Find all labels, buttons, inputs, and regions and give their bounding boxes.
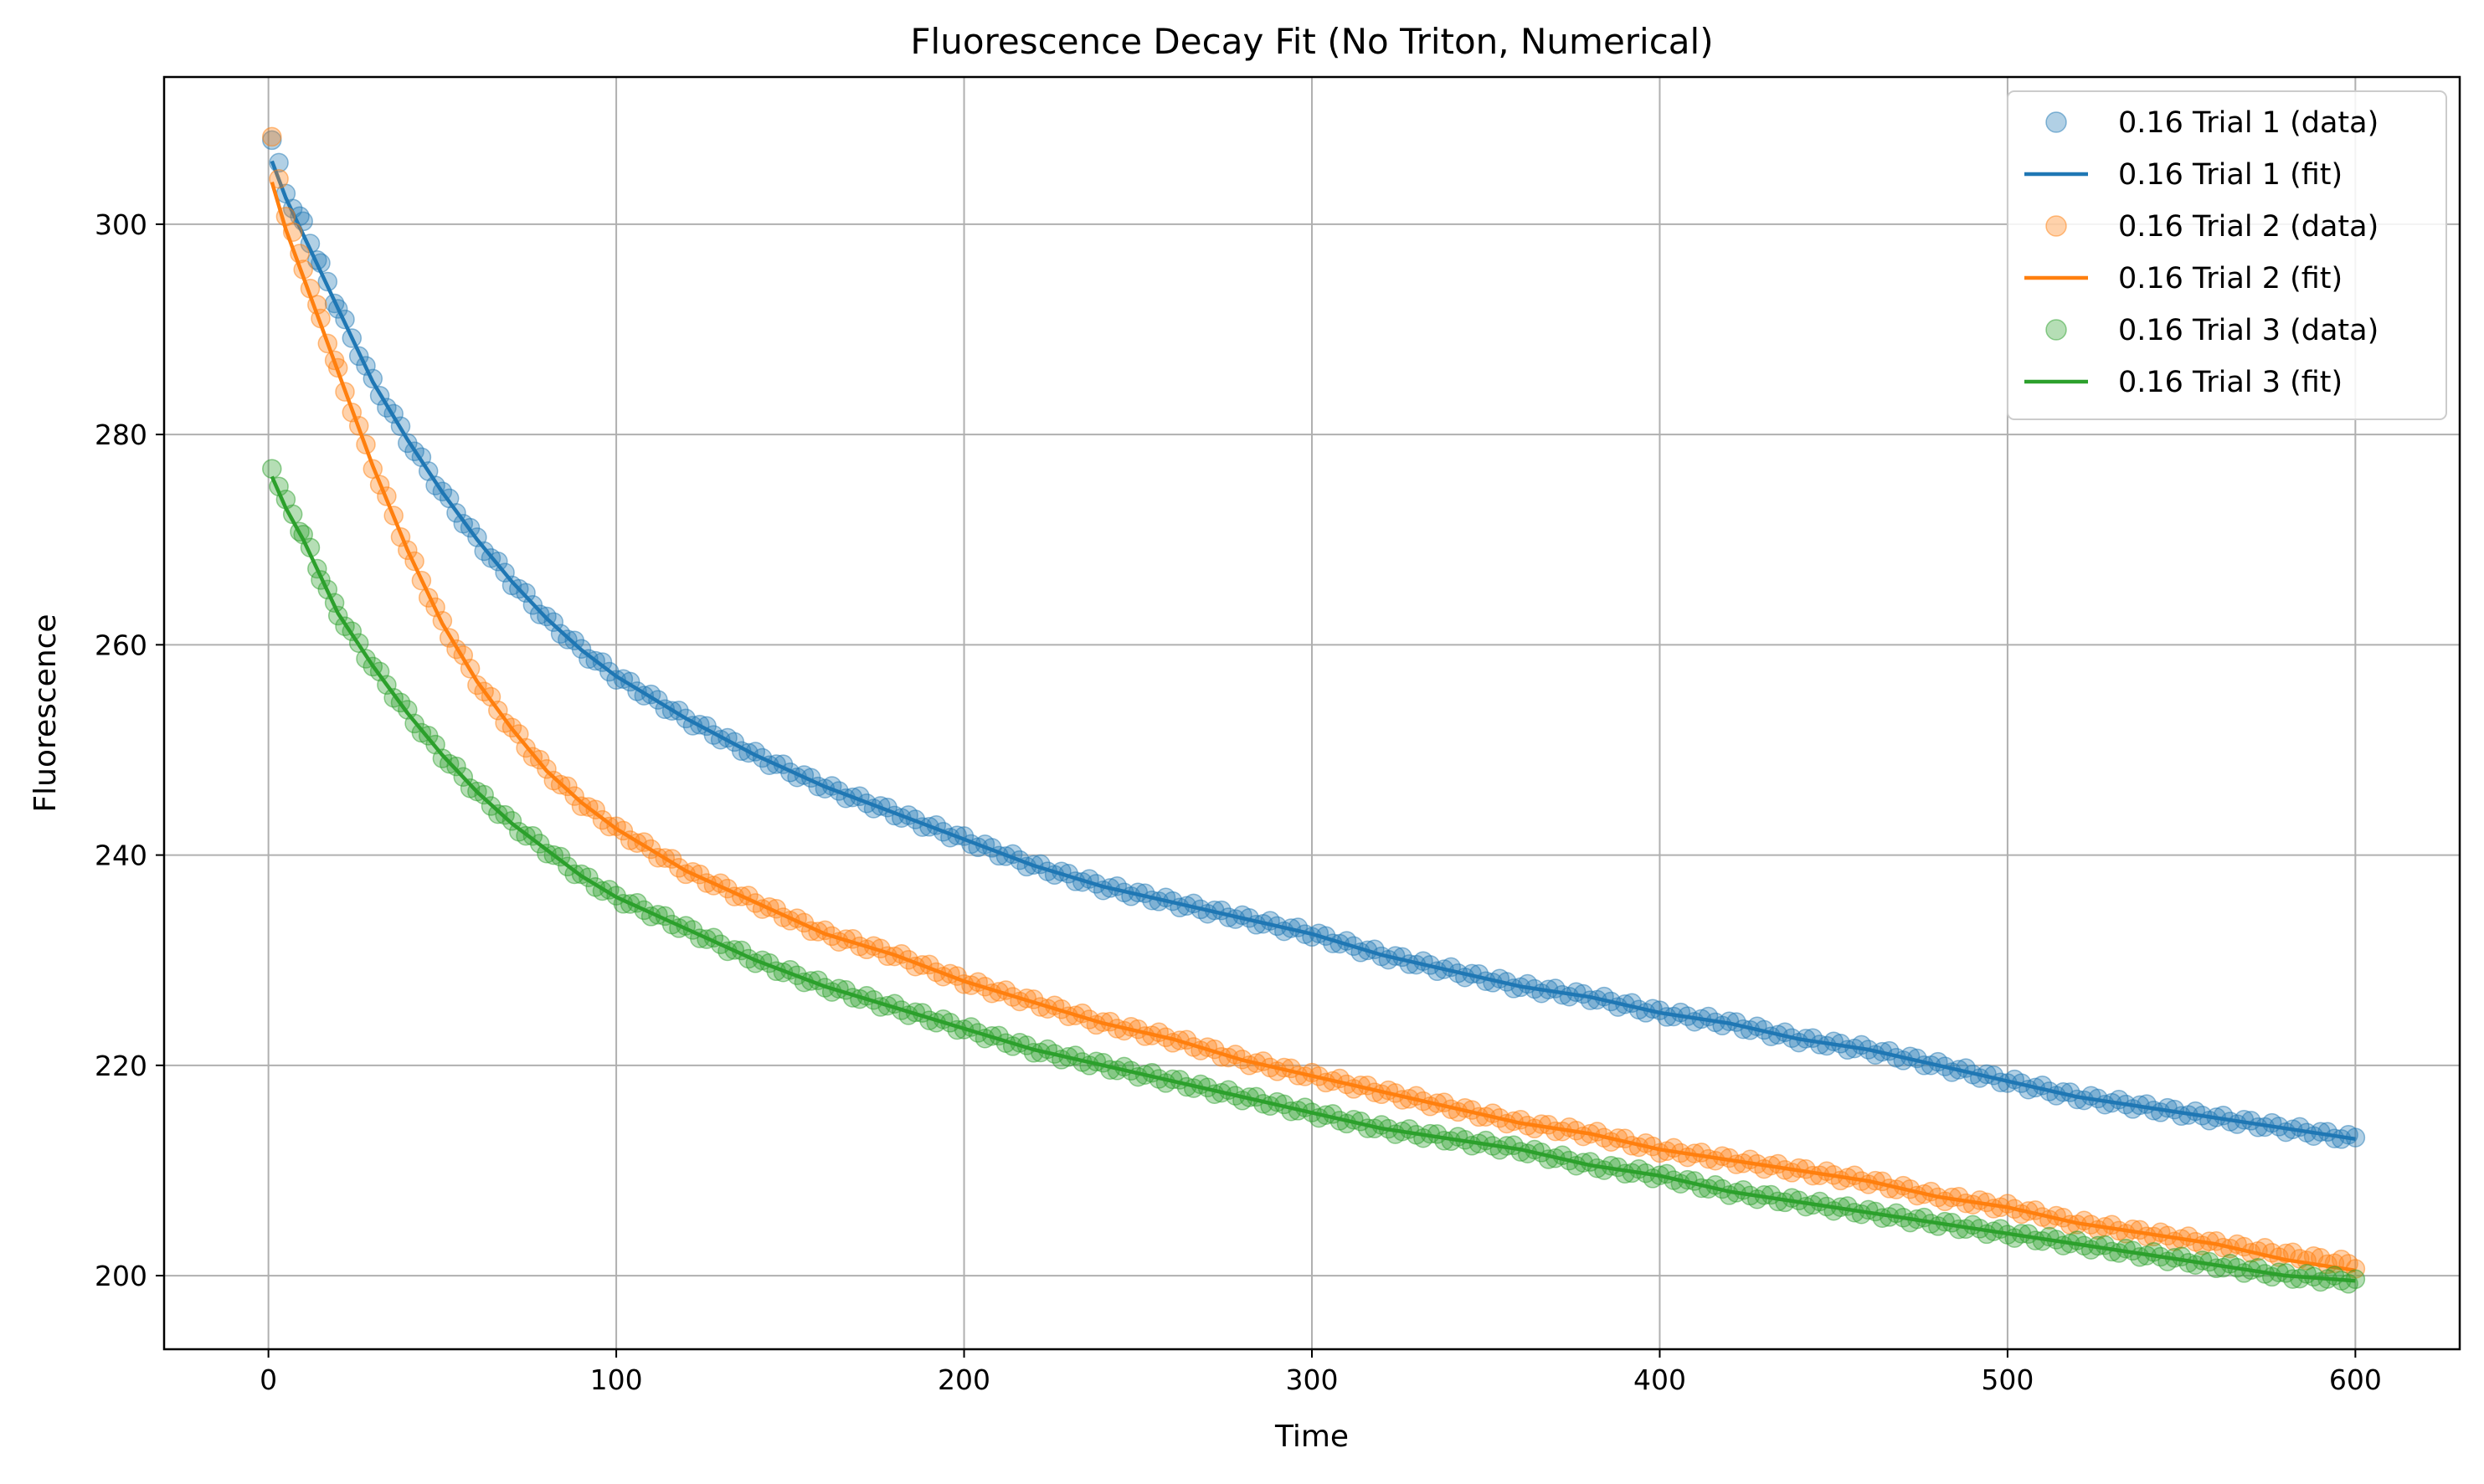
- data-point: [550, 846, 571, 867]
- legend-label: 0.16 Trial 1 (fit): [2118, 158, 2343, 192]
- chart-title: Fluorescence Decay Fit (No Triton, Numer…: [910, 21, 1713, 62]
- x-tick-label: 300: [1286, 1363, 1339, 1396]
- y-tick-label: 240: [95, 840, 147, 872]
- data-point: [585, 799, 605, 819]
- plot-area: [262, 126, 2366, 1294]
- legend-box: [2007, 90, 2447, 420]
- data-point: [558, 776, 578, 797]
- fit-line: [270, 160, 2356, 1142]
- series-1: [270, 160, 2356, 1142]
- data-point: [262, 459, 282, 479]
- series-2: [262, 126, 2366, 1279]
- legend-item: 0.16 Trial 3 (fit): [2024, 366, 2343, 399]
- axis-ticks: 0 100 200 300 400 500 600 200 220 240 260 280 300: [95, 208, 2382, 1396]
- x-tick-label: 600: [2329, 1363, 2382, 1396]
- series-5: [270, 475, 2356, 1283]
- fit-line: [270, 181, 2356, 1273]
- y-axis-label: Fluorescence: [28, 614, 63, 812]
- series-3: [270, 181, 2356, 1273]
- legend-item: 0.16 Trial 2 (fit): [2024, 262, 2343, 295]
- x-tick-label: 400: [1633, 1363, 1686, 1396]
- legend-marker: [2045, 111, 2067, 133]
- data-point: [262, 126, 282, 147]
- y-tick-label: 260: [95, 629, 147, 661]
- y-tick-label: 280: [95, 418, 147, 451]
- legend-item: 0.16 Trial 2 (data): [2045, 210, 2379, 244]
- data-point: [446, 756, 466, 777]
- x-tick-label: 0: [260, 1363, 277, 1396]
- fit-line: [270, 475, 2356, 1283]
- x-tick-label: 500: [1981, 1363, 2034, 1396]
- x-tick-label: 100: [590, 1363, 643, 1396]
- grid-lines: [164, 77, 2460, 1349]
- legend: 0.16 Trial 1 (data) 0.16 Trial 1 (fit) 0.1…: [2007, 90, 2447, 420]
- legend-item: 0.16 Trial 1 (fit): [2024, 158, 2343, 192]
- legend-label: 0.16 Trial 3 (fit): [2118, 366, 2343, 399]
- y-tick-label: 220: [95, 1050, 147, 1082]
- x-tick-label: 200: [938, 1363, 990, 1396]
- y-tick-label: 200: [95, 1260, 147, 1292]
- legend-label: 0.16 Trial 1 (data): [2118, 106, 2379, 140]
- legend-label: 0.16 Trial 2 (fit): [2118, 262, 2343, 295]
- data-point: [474, 784, 494, 805]
- x-axis-label: Time: [1274, 1420, 1349, 1454]
- legend-item: 0.16 Trial 1 (data): [2045, 106, 2379, 140]
- legend-item: 0.16 Trial 3 (data): [2045, 314, 2379, 347]
- legend-marker: [2045, 215, 2067, 237]
- legend-label: 0.16 Trial 2 (data): [2118, 210, 2379, 244]
- legend-label: 0.16 Trial 3 (data): [2118, 314, 2379, 347]
- legend-marker: [2045, 319, 2067, 341]
- y-tick-label: 300: [95, 208, 147, 241]
- data-point: [516, 583, 536, 603]
